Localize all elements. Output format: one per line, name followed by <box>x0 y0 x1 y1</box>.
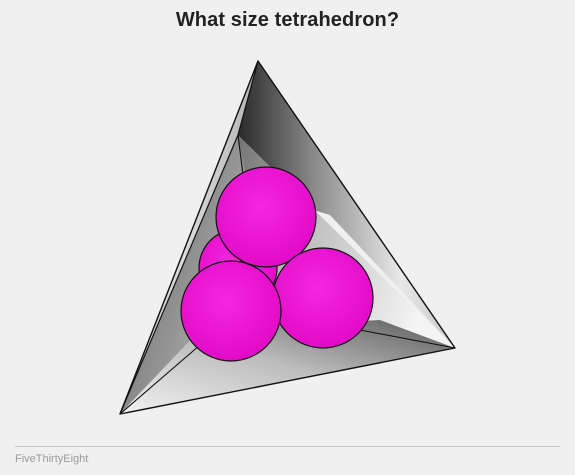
tetrahedron-edge-inner <box>237 134 244 176</box>
tetrahedron-edge-inner <box>119 134 239 415</box>
footer-divider <box>15 446 560 447</box>
sphere-top <box>215 166 317 268</box>
tetrahedron-outline <box>119 60 456 415</box>
sphere-right <box>272 247 374 349</box>
footer-brand: FiveThirtyEight <box>15 453 89 465</box>
sphere-stack <box>180 166 374 362</box>
page-title: What size tetrahedron? <box>175 9 400 31</box>
tetrahedron-face-back <box>238 61 455 348</box>
tetrahedron-edge-inner <box>237 60 259 136</box>
tetrahedron-edge-inner <box>359 329 456 349</box>
tetrahedron-edge-inner <box>119 344 201 415</box>
sphere-front <box>180 260 282 362</box>
